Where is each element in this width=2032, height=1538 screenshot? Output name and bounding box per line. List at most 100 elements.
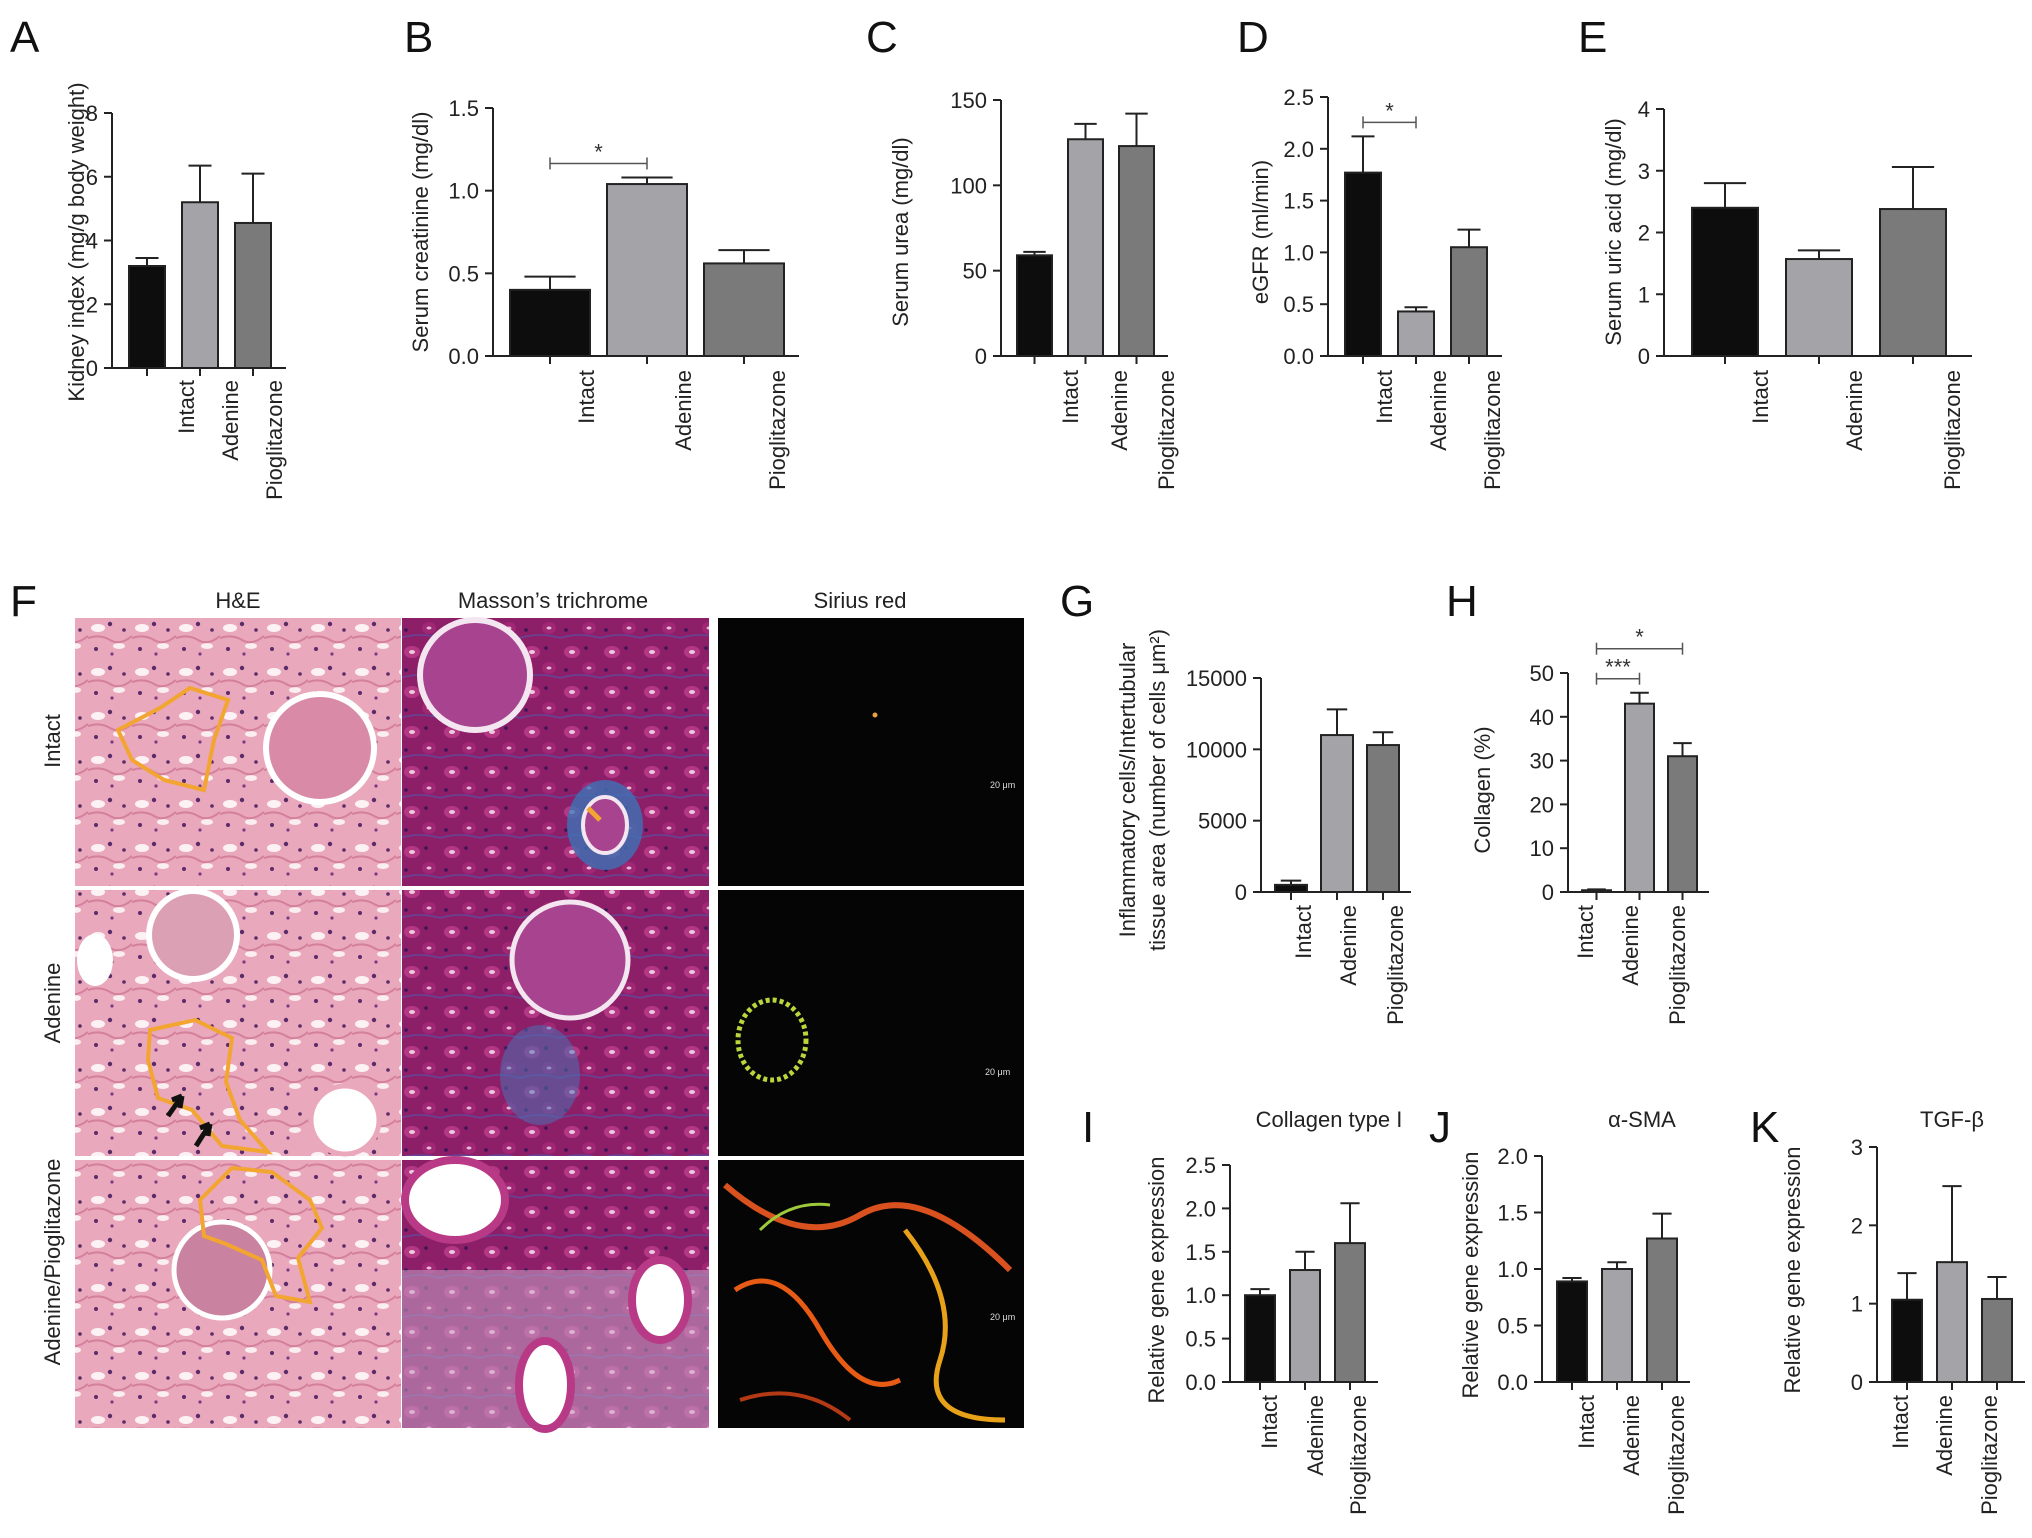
y-tick-label: 2	[1851, 1213, 1863, 1238]
y-tick-label: 1.5	[1283, 189, 1314, 214]
row-label-intact: Intact	[40, 714, 65, 768]
y-axis-label: eGFR (ml/min)	[1248, 160, 1273, 304]
bar-intact	[1244, 1294, 1276, 1383]
y-tick-label: 40	[1530, 705, 1554, 730]
glomerulus	[263, 691, 377, 805]
scale-bar-text: 20 μm	[985, 1067, 1010, 1077]
collagen-fibers	[903, 1228, 1006, 1423]
category-label: Intact	[1888, 1395, 1913, 1449]
y-tick-label: 100	[950, 173, 987, 198]
bar-pioglitazone	[1366, 744, 1400, 894]
category-label: Adenine	[1932, 1395, 1957, 1476]
orange-outline	[197, 1165, 325, 1305]
category-label: Pioglitazone	[1665, 905, 1690, 1025]
dilated-tubule	[77, 934, 113, 986]
category-label: Intact	[1573, 905, 1598, 959]
bar-pioglitazone	[234, 221, 272, 369]
category-label: Intact	[1058, 370, 1083, 424]
y-tick-label: 1.5	[1497, 1201, 1528, 1226]
collagen-fibers	[733, 1278, 902, 1387]
significance-label: ***	[1605, 655, 1631, 680]
y-tick-label: 0	[975, 344, 987, 369]
bar-pioglitazone	[1450, 246, 1488, 357]
glomerulus	[509, 899, 631, 1021]
y-tick-label: 2	[86, 292, 98, 317]
panel-label: C	[866, 13, 898, 62]
category-label: Intact	[574, 370, 599, 424]
bar-intact	[1016, 254, 1053, 358]
y-tick-label: 8	[86, 101, 98, 126]
y-tick-label: 5000	[1198, 809, 1247, 834]
y-tick-label: 2.0	[1283, 137, 1314, 162]
bar-adenine	[1320, 734, 1354, 893]
bar-adenine	[1601, 1268, 1633, 1383]
y-tick-label: 2.0	[1497, 1144, 1528, 1169]
significance-label: *	[1635, 625, 1644, 650]
y-tick-label: 0	[1638, 344, 1650, 369]
chart-panel-h: H 0 10 20 30 40 50 Collagen (%) Intact Adenine Pio…	[1446, 577, 1709, 1025]
panel-label: A	[10, 13, 40, 62]
y-tick-label: 3	[1638, 159, 1650, 184]
collagen-fibers	[739, 1391, 852, 1422]
bar-adenine	[1624, 702, 1655, 893]
panel-f-label: F	[10, 577, 37, 626]
y-tick-label: 4	[86, 229, 98, 254]
category-label: Pioglitazone	[262, 380, 287, 500]
bar-pioglitazone	[1981, 1297, 2013, 1384]
y-tick-label: 1.0	[1283, 240, 1314, 265]
y-tick-label: 0.0	[1497, 1370, 1528, 1395]
tubule	[628, 1256, 692, 1344]
y-axis-label: Relative gene expression	[1144, 1156, 1169, 1403]
category-label: Adenine	[1842, 370, 1867, 451]
y-axis-label: Inflammatory cells/Intertubular	[1115, 643, 1140, 938]
bar-adenine	[181, 201, 219, 369]
arrow-icon	[165, 1093, 185, 1118]
category-label: Adenine	[671, 370, 696, 451]
orange-outline	[145, 1017, 273, 1155]
bar-adenine	[1785, 258, 1853, 357]
sirius-column-header: Sirius red	[814, 588, 907, 613]
category-label: Intact	[1574, 1395, 1599, 1449]
panel-label: K	[1750, 1103, 1779, 1152]
category-label: Intact	[1748, 370, 1773, 424]
y-tick-label: 0	[86, 356, 98, 381]
y-tick-label: 0.5	[1185, 1327, 1216, 1352]
chart-panel-e: E 0 1 2 3 4 Serum uric acid (mg/dl) Intact Adeni…	[1578, 13, 1972, 490]
y-tick-label: 1	[1638, 282, 1650, 307]
panel-label: G	[1060, 577, 1094, 626]
chart-panel-g: G 0 5000 10000 15000 Inflammatory cells/Inter…	[1060, 577, 1411, 1025]
y-tick-label: 4	[1638, 97, 1650, 122]
glomerulus	[171, 1219, 273, 1321]
collagen-fibers	[723, 1182, 1013, 1273]
y-tick-label: 0.0	[1185, 1370, 1216, 1395]
category-label: Adenine	[1336, 905, 1361, 986]
category-label: Pioglitazone	[1940, 370, 1965, 490]
bar-intact	[1344, 171, 1382, 357]
chart-title: α-SMA	[1608, 1107, 1676, 1132]
category-label: Intact	[174, 380, 199, 434]
category-label: Adenine	[1426, 370, 1451, 451]
bar-intact	[1274, 883, 1308, 893]
y-tick-label: 0.0	[1283, 344, 1314, 369]
y-axis-label: Kidney index (mg/g body weight)	[64, 82, 89, 401]
y-tick-label: 2	[1638, 221, 1650, 246]
bar-intact	[1891, 1298, 1923, 1383]
bar-pioglitazone	[703, 262, 785, 357]
y-tick-label: 0.5	[448, 261, 479, 286]
y-axis-label: Serum uric acid (mg/dl)	[1601, 118, 1626, 345]
y-tick-label: 3	[1851, 1135, 1863, 1160]
y-tick-label: 20	[1530, 792, 1554, 817]
significance-label: *	[594, 139, 603, 164]
bar-adenine	[1397, 310, 1435, 357]
orange-outline	[115, 685, 231, 793]
y-tick-label: 0.5	[1283, 292, 1314, 317]
y-tick-label: 0.5	[1497, 1314, 1528, 1339]
bar-adenine	[1067, 138, 1104, 357]
y-axis-label: Relative gene expression	[1458, 1151, 1483, 1398]
y-tick-label: 1.5	[1185, 1240, 1216, 1265]
masson-column-header: Masson’s trichrome	[458, 588, 648, 613]
micrograph-sirius-adenine	[718, 890, 1024, 1156]
significance-label: *	[1385, 98, 1394, 123]
